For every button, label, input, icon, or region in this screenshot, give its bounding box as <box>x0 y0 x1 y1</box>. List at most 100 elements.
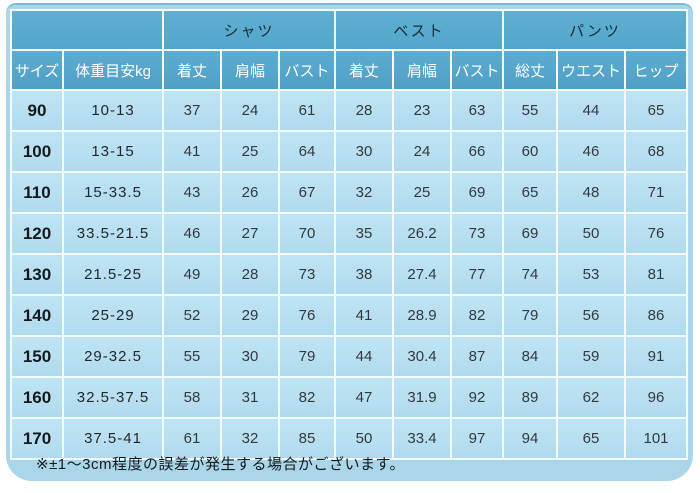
measurement-cell: 59 <box>556 335 626 378</box>
measurement-cell: 32 <box>334 171 394 214</box>
size-cell: 110 <box>10 171 64 214</box>
measurement-cell: 49 <box>162 253 222 296</box>
measurement-cell: 24 <box>392 130 452 173</box>
measurement-cell: 55 <box>162 335 222 378</box>
measurement-cell: 24 <box>220 89 280 132</box>
measurement-cell: 70 <box>278 212 336 255</box>
size-chart-card: シャツ ベスト パンツ サイズ 体重目安kg 着丈 肩幅 バスト 着丈 肩幅 バ… <box>6 3 693 481</box>
measurement-cell: 27.4 <box>392 253 452 296</box>
tolerance-note: ※±1〜3cm程度の誤差が発生する場合がございます。 <box>36 456 405 473</box>
measurement-cell: 67 <box>278 171 336 214</box>
table-row: 150 29-32.5 55 30 79 44 30.4 87 84 59 91 <box>10 335 688 378</box>
measurement-cell: 79 <box>278 335 336 378</box>
table-row: 110 15-33.5 43 26 67 32 25 69 65 48 71 <box>10 171 688 214</box>
measurement-cell: 97 <box>450 417 504 460</box>
measurement-cell: 32 <box>220 417 280 460</box>
measurement-cell: 28.9 <box>392 294 452 337</box>
table-row: 170 37.5-41 61 32 85 50 33.4 97 94 65 101 <box>10 417 688 460</box>
weight-cell: 21.5-25 <box>62 253 164 296</box>
measurement-cell: 77 <box>450 253 504 296</box>
weight-cell: 32.5-37.5 <box>62 376 164 419</box>
measurement-cell: 89 <box>502 376 558 419</box>
measurement-cell: 101 <box>624 417 688 460</box>
measurement-cell: 28 <box>334 89 394 132</box>
measurement-cell: 50 <box>556 212 626 255</box>
measurement-cell: 44 <box>556 89 626 132</box>
measurement-cell: 46 <box>556 130 626 173</box>
measurement-cell: 65 <box>502 171 558 214</box>
table-row: 160 32.5-37.5 58 31 82 47 31.9 92 89 62 96 <box>10 376 688 419</box>
measurement-cell: 82 <box>450 294 504 337</box>
measurement-cell: 53 <box>556 253 626 296</box>
measurement-cell: 63 <box>450 89 504 132</box>
measurement-cell: 76 <box>278 294 336 337</box>
measurement-cell: 58 <box>162 376 222 419</box>
column-header-shirt-length: 着丈 <box>162 49 222 91</box>
measurement-cell: 73 <box>278 253 336 296</box>
measurement-cell: 50 <box>334 417 394 460</box>
group-header-row: シャツ ベスト パンツ <box>10 9 688 51</box>
measurement-cell: 29 <box>220 294 280 337</box>
group-header-pants: パンツ <box>502 9 688 51</box>
measurement-cell: 28 <box>220 253 280 296</box>
measurement-cell: 87 <box>450 335 504 378</box>
measurement-cell: 64 <box>278 130 336 173</box>
measurement-cell: 71 <box>624 171 688 214</box>
size-table-body: 90 10-13 37 24 61 28 23 63 55 44 65 100 13-15 41 25 64 3… <box>10 89 688 460</box>
table-row: 100 13-15 41 25 64 30 24 66 60 46 68 <box>10 130 688 173</box>
measurement-cell: 35 <box>334 212 394 255</box>
measurement-cell: 41 <box>162 130 222 173</box>
size-cell: 160 <box>10 376 64 419</box>
measurement-cell: 84 <box>502 335 558 378</box>
column-header-weight: 体重目安kg <box>62 49 164 91</box>
size-cell: 130 <box>10 253 64 296</box>
size-cell: 100 <box>10 130 64 173</box>
weight-cell: 10-13 <box>62 89 164 132</box>
measurement-cell: 73 <box>450 212 504 255</box>
measurement-cell: 86 <box>624 294 688 337</box>
column-header-vest-bust: バスト <box>450 49 504 91</box>
measurement-cell: 65 <box>556 417 626 460</box>
measurement-cell: 66 <box>450 130 504 173</box>
column-header-shirt-bust: バスト <box>278 49 336 91</box>
measurement-cell: 65 <box>624 89 688 132</box>
column-header-vest-shoulder: 肩幅 <box>392 49 452 91</box>
measurement-cell: 74 <box>502 253 558 296</box>
measurement-cell: 56 <box>556 294 626 337</box>
measurement-cell: 76 <box>624 212 688 255</box>
measurement-cell: 94 <box>502 417 558 460</box>
group-header-vest: ベスト <box>334 9 504 51</box>
weight-cell: 25-29 <box>62 294 164 337</box>
measurement-cell: 30 <box>220 335 280 378</box>
measurement-cell: 85 <box>278 417 336 460</box>
measurement-cell: 37 <box>162 89 222 132</box>
measurement-cell: 25 <box>392 171 452 214</box>
measurement-cell: 81 <box>624 253 688 296</box>
measurement-cell: 23 <box>392 89 452 132</box>
weight-cell: 15-33.5 <box>62 171 164 214</box>
measurement-cell: 27 <box>220 212 280 255</box>
measurement-cell: 79 <box>502 294 558 337</box>
column-header-row: サイズ 体重目安kg 着丈 肩幅 バスト 着丈 肩幅 バスト 総丈 ウエスト ヒ… <box>10 49 688 91</box>
measurement-cell: 46 <box>162 212 222 255</box>
measurement-cell: 68 <box>624 130 688 173</box>
measurement-cell: 60 <box>502 130 558 173</box>
weight-cell: 33.5-21.5 <box>62 212 164 255</box>
size-chart-table: シャツ ベスト パンツ サイズ 体重目安kg 着丈 肩幅 バスト 着丈 肩幅 バ… <box>10 9 688 460</box>
measurement-cell: 82 <box>278 376 336 419</box>
column-header-pants-waist: ウエスト <box>556 49 626 91</box>
weight-cell: 13-15 <box>62 130 164 173</box>
measurement-cell: 31 <box>220 376 280 419</box>
measurement-cell: 92 <box>450 376 504 419</box>
measurement-cell: 41 <box>334 294 394 337</box>
column-header-pants-length: 総丈 <box>502 49 558 91</box>
measurement-cell: 61 <box>162 417 222 460</box>
measurement-cell: 30.4 <box>392 335 452 378</box>
table-row: 130 21.5-25 49 28 73 38 27.4 77 74 53 81 <box>10 253 688 296</box>
size-cell: 170 <box>10 417 64 460</box>
group-header-shirt: シャツ <box>162 9 336 51</box>
measurement-cell: 33.4 <box>392 417 452 460</box>
column-header-shirt-shoulder: 肩幅 <box>220 49 280 91</box>
size-cell: 120 <box>10 212 64 255</box>
measurement-cell: 52 <box>162 294 222 337</box>
